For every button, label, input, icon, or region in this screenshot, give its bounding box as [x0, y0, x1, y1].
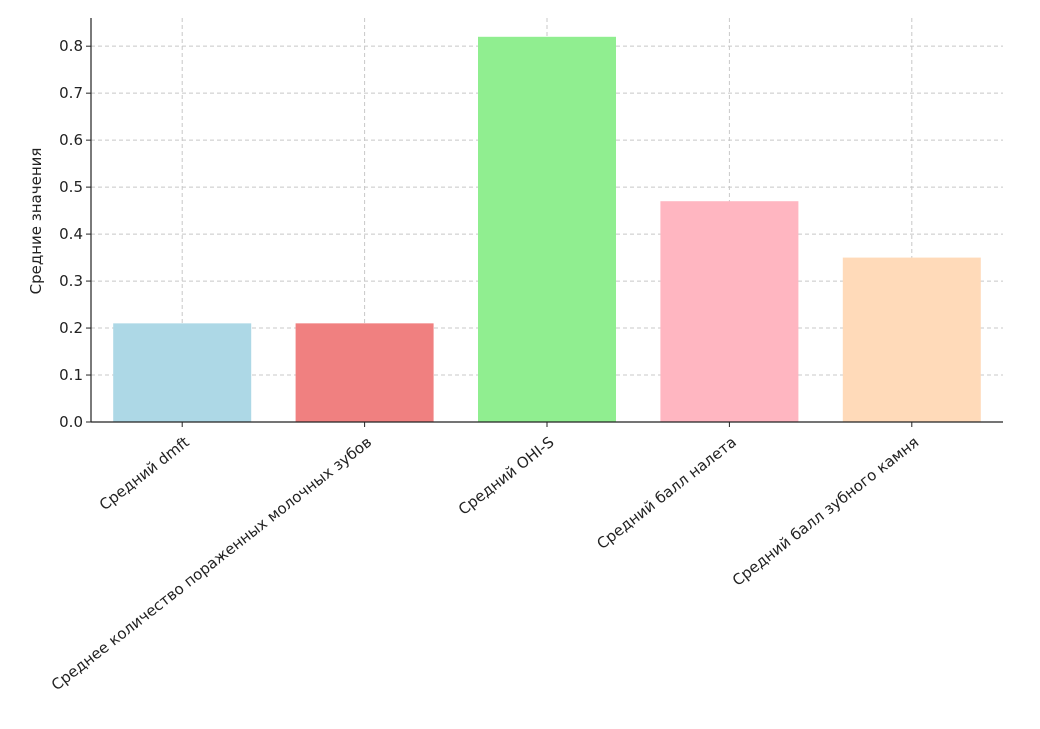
bar — [660, 201, 799, 422]
bar — [295, 323, 434, 422]
y-tick-label: 0.2 — [59, 319, 83, 337]
y-tick-label: 0.1 — [59, 366, 83, 384]
y-tick-label: 0.7 — [59, 84, 83, 102]
bar — [478, 36, 616, 422]
y-tick-labels: 0.0 0.1 0.2 0.3 0.4 0.5 0.6 0.7 0.8 — [59, 37, 83, 431]
x-tick-label: Средний балл зубного камня — [729, 433, 922, 590]
x-tick-label: Средний dmft — [96, 433, 193, 514]
y-tick-label: 0.5 — [59, 178, 83, 196]
bar — [842, 257, 981, 422]
x-tick-label: Среднее количество пораженных молочных з… — [48, 433, 375, 694]
x-tick-label: Средний балл налета — [593, 433, 739, 553]
y-tick-label: 0.4 — [59, 225, 83, 243]
y-tick-label: 0.3 — [59, 272, 83, 290]
x-tick-label: Средний OHI-S — [455, 433, 558, 519]
y-tick-label: 0.8 — [59, 37, 83, 55]
bars — [113, 36, 981, 422]
axes — [86, 18, 1003, 427]
y-axis-label: Средние значения — [27, 148, 45, 295]
y-tick-label: 0.0 — [59, 413, 83, 431]
bar — [113, 323, 252, 422]
y-tick-label: 0.6 — [59, 131, 83, 149]
